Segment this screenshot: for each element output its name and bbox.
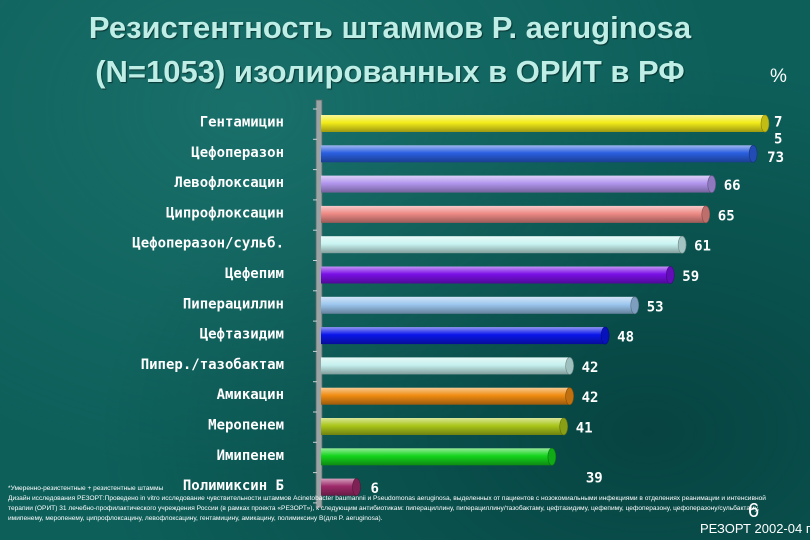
value-label-line: 73 [767, 150, 784, 166]
value-label-line: 59 [682, 269, 699, 285]
title-line-1: Резистентность штаммов P. aeruginosa [88, 10, 692, 45]
value-label-7: 53 [647, 299, 664, 315]
bar-7 [321, 296, 635, 314]
value-label-9: 42 [582, 360, 599, 376]
value-label-line: 42 [582, 360, 599, 376]
bar-5 [321, 236, 683, 254]
category-label-1: Гентамицин [200, 115, 284, 131]
category-label-13: Полимиксин Б [183, 478, 284, 494]
value-label-line: 48 [617, 330, 634, 346]
bar-12 [321, 448, 552, 466]
category-label-6: Цефепим [225, 266, 284, 282]
bar-cap-2 [748, 145, 758, 163]
category-label-2: Цефоперазон [191, 145, 284, 161]
category-label-3: Левофлоксацин [174, 175, 284, 191]
value-label-10: 42 [582, 390, 599, 406]
category-label-10: Амикацин [217, 387, 284, 403]
bar-8 [321, 327, 606, 345]
bar-cap-6 [665, 266, 675, 284]
bar-9 [321, 357, 570, 375]
value-label-line: 65 [718, 208, 735, 224]
bar-cap-3 [707, 175, 717, 193]
category-label-12: Имипенем [217, 448, 284, 464]
bar-1 [321, 115, 765, 132]
value-label-line: 7 [774, 115, 782, 131]
bar-cap-1 [760, 114, 770, 133]
value-label-12: 39 [586, 470, 603, 486]
category-label-5: Цефоперазон/сульб. [132, 236, 284, 252]
bar-6 [321, 266, 671, 284]
value-label-13: 6 [371, 481, 379, 497]
value-label-line: 5 [774, 132, 782, 148]
bar-10 [321, 387, 570, 405]
unit-label: % [770, 66, 787, 87]
value-label-line: 6 [371, 481, 379, 497]
bar-cap-5 [677, 235, 687, 254]
bar-3 [321, 175, 712, 193]
bar-cap-8 [600, 326, 610, 345]
category-label-4: Ципрофлоксацин [166, 205, 284, 221]
footnote-line-2: Дизайн исследования РЕЗОРТ:Проведено in … [8, 495, 766, 522]
bar-cap-4 [701, 205, 711, 224]
value-label-line: 39 [586, 470, 603, 486]
bar-cap-12 [547, 447, 557, 466]
value-label-line: 53 [647, 299, 664, 315]
bar-cap-11 [559, 417, 569, 436]
category-label-7: Пиперациллин [183, 296, 284, 312]
value-label-3: 66 [724, 178, 741, 194]
bar-cap-7 [630, 296, 640, 315]
value-label-4: 65 [718, 208, 735, 224]
category-label-11: Меропенем [208, 418, 284, 434]
value-label-line: 66 [724, 178, 741, 194]
value-label-line: 42 [582, 390, 599, 406]
category-label-9: Пипер./тазобактам [141, 357, 284, 373]
value-label-line: 61 [694, 239, 711, 255]
footnote: *Умеренно-резистентные + резистентные шт… [8, 484, 783, 524]
bar-13 [321, 478, 357, 496]
source-label: РЕЗОРТ 2002-04 гг [700, 521, 810, 536]
bar-cap-9 [565, 357, 574, 375]
bar-2 [321, 145, 754, 163]
value-label-2: 73 [767, 150, 784, 166]
category-label-8: Цефтазидим [200, 327, 284, 343]
value-label-8: 48 [617, 330, 634, 346]
slide-number: 6 [748, 500, 760, 522]
value-label-6: 59 [682, 269, 699, 285]
title-line-2: (N=1053) изолированных в ОРИТ в РФ [95, 54, 685, 89]
bar-cap-13 [352, 478, 361, 496]
bar-11 [321, 418, 564, 435]
value-label-5: 61 [694, 239, 711, 255]
bar-cap-10 [565, 387, 574, 406]
chart-title: Резистентность штаммов P. aeruginosa (N=… [40, 6, 740, 94]
value-label-11: 41 [576, 421, 593, 437]
bar-4 [321, 205, 706, 223]
footnote-line-1: *Умеренно-резистентные + резистентные шт… [8, 485, 164, 492]
value-label-line: 41 [576, 421, 593, 437]
